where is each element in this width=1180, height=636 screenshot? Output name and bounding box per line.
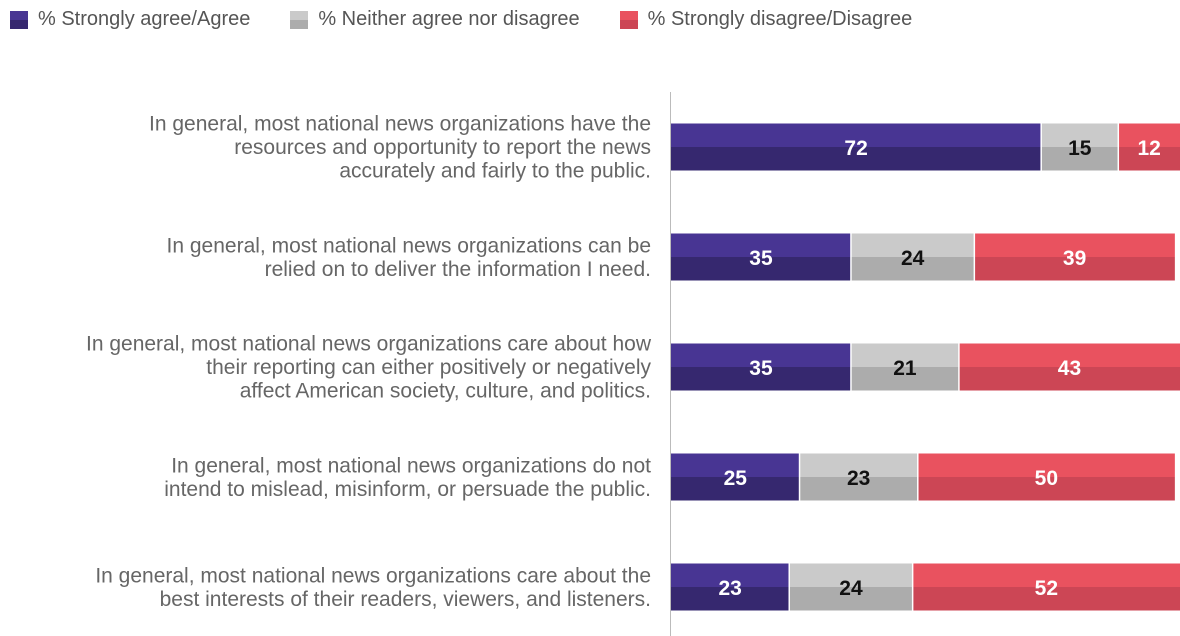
data-label-agree: 72	[844, 137, 867, 160]
category-label: affect American society, culture, and po…	[240, 380, 651, 403]
category-label: In general, most national news organizat…	[167, 234, 651, 257]
category-label: relied on to deliver the information I n…	[265, 258, 651, 281]
category-label: accurately and fairly to the public.	[339, 160, 651, 183]
legend-label-disagree: % Strongly disagree/Disagree	[647, 8, 913, 30]
data-label-disagree: 52	[1035, 577, 1058, 600]
bar-disagree-top	[1118, 123, 1180, 147]
data-label-neither: 21	[893, 357, 917, 380]
bar-disagree-top	[958, 343, 1180, 367]
data-label-disagree: 39	[1063, 247, 1086, 270]
data-label-disagree: 12	[1137, 137, 1160, 160]
bar-neither	[1041, 147, 1119, 171]
category-label: intend to mislead, misinform, or persuad…	[164, 478, 651, 501]
legend: % Strongly agree/Agree % Neither agree n…	[10, 8, 912, 31]
data-label-agree: 23	[718, 577, 741, 600]
category-label: their reporting can either positively or…	[206, 356, 651, 379]
category-label: In general, most national news organizat…	[86, 333, 652, 356]
bar-agree	[671, 587, 790, 611]
bar-disagree-top	[917, 453, 1175, 477]
category-label: resources and opportunity to report the …	[234, 136, 651, 159]
data-label-neither: 23	[847, 467, 870, 490]
legend-swatch-agree	[10, 10, 28, 29]
data-label-neither: 24	[901, 247, 925, 270]
bar-neither	[850, 367, 959, 391]
bar-neither-top	[799, 453, 918, 477]
category-label: In general, most national news organizat…	[171, 454, 651, 477]
bar-neither	[799, 477, 918, 501]
legend-swatch-neither	[290, 10, 309, 29]
data-label-disagree: 43	[1058, 357, 1081, 380]
bar-agree	[671, 477, 800, 501]
bar-disagree-top	[974, 233, 1175, 257]
data-label-disagree: 50	[1035, 467, 1058, 490]
legend-item-agree: % Strongly agree/Agree	[10, 8, 250, 31]
bar-disagree	[958, 367, 1180, 391]
bar-agree-top	[671, 233, 851, 257]
bar-agree	[671, 257, 851, 281]
legend-swatch-disagree	[619, 10, 638, 29]
bar-agree-top	[671, 343, 851, 367]
data-label-agree: 35	[749, 247, 773, 270]
bar-disagree-top	[912, 563, 1180, 587]
bar-disagree	[912, 587, 1180, 611]
bar-agree	[671, 147, 1042, 171]
bar-neither	[850, 257, 975, 281]
data-label-neither: 24	[839, 577, 863, 600]
bar-neither-top	[850, 233, 975, 257]
data-label-agree: 25	[724, 467, 748, 490]
bar-neither-top	[1041, 123, 1119, 147]
bar-disagree	[917, 477, 1175, 501]
category-label: In general, most national news organizat…	[95, 564, 651, 587]
bar-neither	[789, 587, 913, 611]
category-label: In general, most national news organizat…	[149, 113, 651, 136]
data-label-neither: 15	[1068, 137, 1092, 160]
legend-label-neither: % Neither agree nor disagree	[318, 8, 580, 30]
bar-disagree	[1118, 147, 1180, 171]
legend-label-agree: % Strongly agree/Agree	[38, 8, 251, 30]
category-label: best interests of their readers, viewers…	[160, 588, 651, 611]
data-label-agree: 35	[749, 357, 773, 380]
bar-agree	[671, 367, 851, 391]
bar-agree-top	[671, 453, 800, 477]
bar-agree-top	[671, 123, 1042, 147]
legend-item-neither: % Neither agree nor disagree	[290, 8, 580, 31]
legend-item-disagree: % Strongly disagree/Disagree	[619, 8, 913, 31]
bar-neither-top	[850, 343, 959, 367]
bar-agree-top	[671, 563, 790, 587]
bar-disagree	[974, 257, 1175, 281]
bar-neither-top	[789, 563, 913, 587]
